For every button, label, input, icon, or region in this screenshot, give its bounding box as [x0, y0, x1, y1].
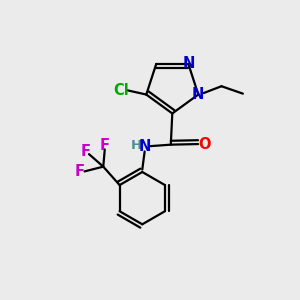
Text: H: H: [131, 139, 142, 152]
Text: F: F: [100, 138, 110, 153]
Text: N: N: [192, 87, 205, 102]
Text: F: F: [80, 144, 90, 159]
Text: N: N: [139, 139, 151, 154]
Text: N: N: [182, 56, 195, 71]
Text: O: O: [198, 136, 210, 152]
Text: F: F: [75, 164, 85, 179]
Text: Cl: Cl: [113, 82, 129, 98]
